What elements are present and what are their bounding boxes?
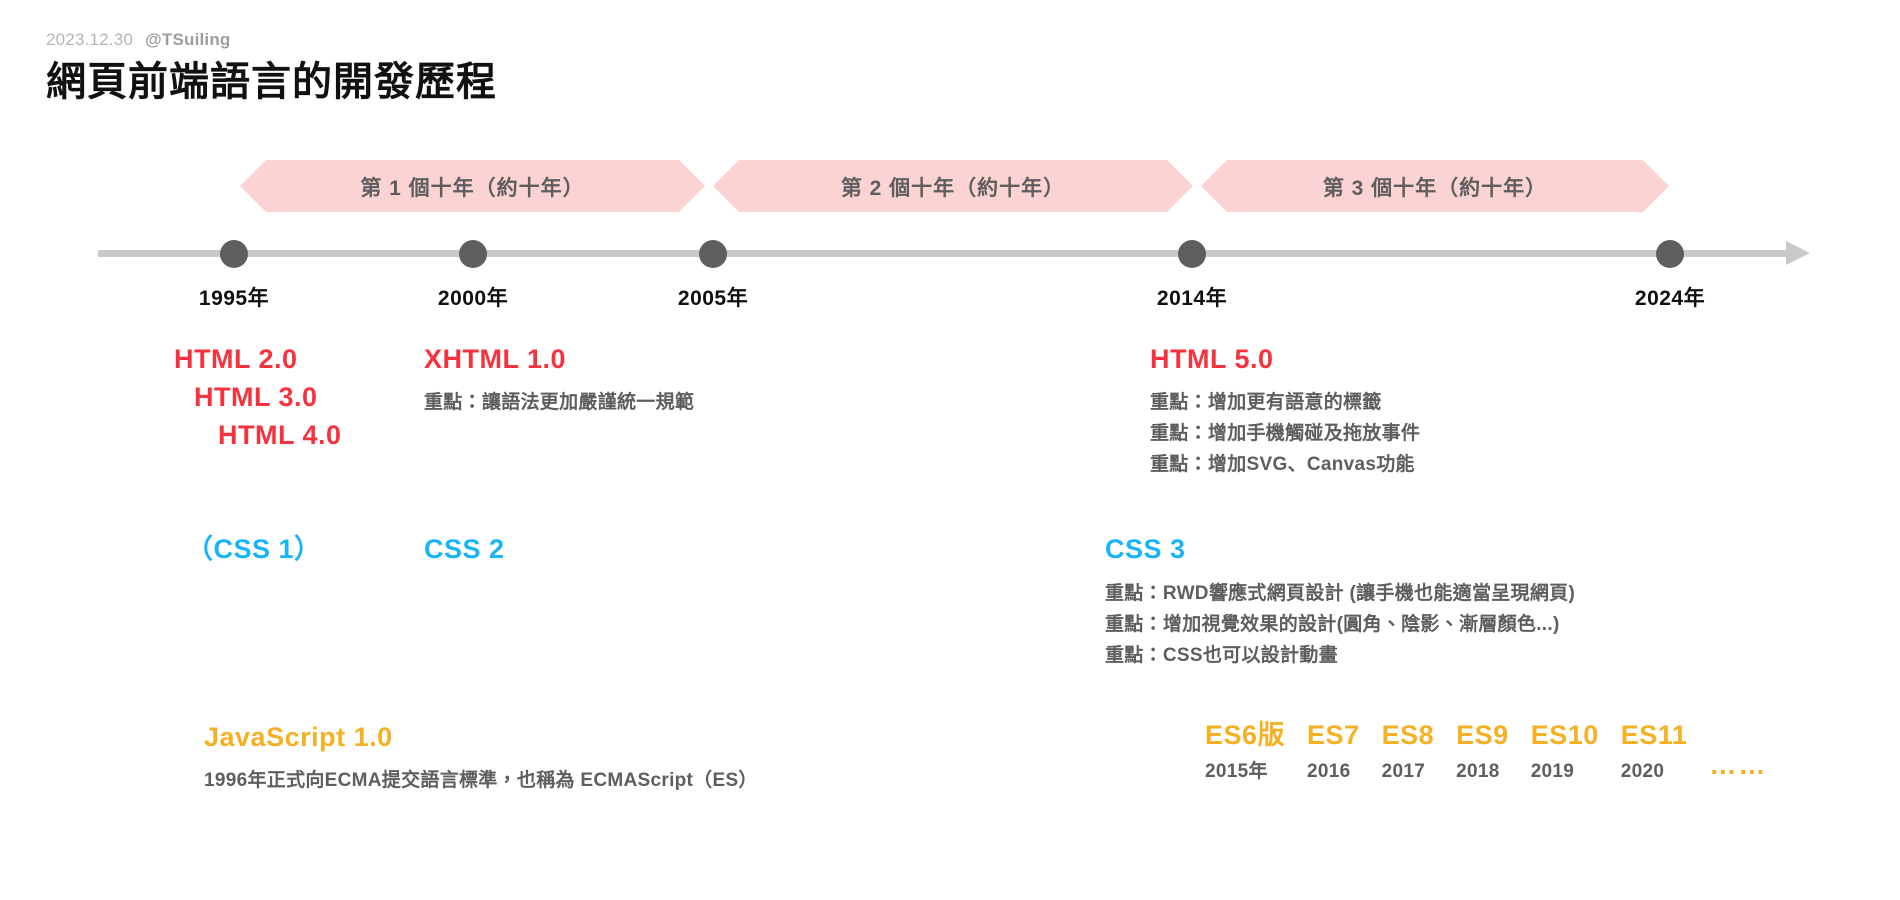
timeline-dot	[459, 240, 487, 268]
author-handle: @TSuiling	[145, 30, 231, 49]
xhtml-block: XHTML 1.0 重點：讓語法更加嚴謹統一規範	[424, 340, 694, 418]
ecmascript-version-year: 2018	[1456, 761, 1500, 782]
decade-banner-group: 第 1 個十年（約十年） 第 2 個十年（約十年） 第 3 個十年（約十年）	[0, 160, 1900, 212]
css2-title: CSS 2	[424, 534, 505, 564]
ecmascript-version-item: ES6版 2015年	[1205, 718, 1285, 787]
decade-banner-label: 第 2 個十年（約十年）	[840, 177, 1066, 200]
page-title: 網頁前端語言的開發歷程	[46, 60, 497, 104]
css2-block: CSS 2	[424, 530, 505, 568]
decade-banner-label: 第 1 個十年（約十年）	[360, 177, 585, 200]
html-version-label: HTML 2.0	[174, 344, 298, 374]
timeline-year-label: 1995年	[198, 287, 270, 310]
ecmascript-version-name: ……	[1709, 750, 1768, 780]
javascript-block: JavaScript 1.0 1996年正式向ECMA提交語言標準，也稱為 EC…	[204, 718, 758, 796]
ecmascript-version-item: ……	[1709, 748, 1767, 787]
css3-note: 重點：RWD響應式網頁設計 (讓手機也能適當呈現網頁)	[1105, 583, 1576, 604]
timeline-dot	[220, 240, 248, 268]
ecmascript-version-name: ES9	[1456, 720, 1509, 750]
css1-block: （CSS 1）	[186, 530, 322, 568]
css3-block: CSS 3 重點：RWD響應式網頁設計 (讓手機也能適當呈現網頁) 重點：增加視…	[1105, 530, 1575, 671]
html5-note: 重點：增加SVG、Canvas功能	[1150, 454, 1415, 475]
decade-banner: 第 3 個十年（約十年）	[1201, 160, 1669, 212]
xhtml-title: XHTML 1.0	[424, 344, 567, 374]
publish-date: 2023.12.30	[46, 30, 134, 49]
javascript-title: JavaScript 1.0	[204, 722, 393, 752]
html-early-versions-block: HTML 2.0 HTML 3.0 HTML 4.0	[174, 340, 342, 454]
timeline-year-label: 2000年	[437, 287, 509, 310]
html5-note: 重點：增加手機觸碰及拖放事件	[1150, 423, 1421, 444]
decade-banner: 第 2 個十年（約十年）	[713, 160, 1193, 212]
axis-arrow-icon	[1786, 241, 1810, 265]
timeline-year-label: 2005年	[677, 287, 749, 310]
javascript-note: 1996年正式向ECMA提交語言標準，也稱為 ECMAScript（ES）	[204, 770, 758, 791]
page-header: 2023.12.30 @TSuiling 網頁前端語言的開發歷程	[46, 30, 497, 108]
ecmascript-version-year: 2016	[1307, 761, 1351, 782]
ecmascript-version-name: ES7	[1307, 720, 1360, 750]
css3-title: CSS 3	[1105, 534, 1186, 564]
ecmascript-version-item: ES11 2020	[1621, 718, 1688, 787]
header-meta: 2023.12.30 @TSuiling	[46, 30, 497, 50]
decade-banner-label: 第 3 個十年（約十年）	[1322, 177, 1548, 200]
timeline-dot	[1656, 240, 1684, 268]
ecmascript-version-name: ES8	[1381, 720, 1435, 750]
ecmascript-version-name: ES10	[1530, 720, 1599, 750]
css1-title: （CSS 1）	[186, 534, 322, 564]
timeline-dot	[699, 240, 727, 268]
html-version-label: HTML 3.0	[194, 382, 318, 412]
ecmascript-version-item: ES7 2016	[1307, 718, 1360, 787]
ecmascript-version-item: ES8 2017	[1382, 718, 1435, 787]
html5-note: 重點：增加更有語意的標籤	[1150, 392, 1382, 413]
timeline-year-label: 2024年	[1634, 287, 1706, 310]
ecmascript-version-year: 2020	[1620, 761, 1665, 782]
ecmascript-version-item: ES10 2019	[1531, 718, 1599, 787]
ecmascript-version-name: ES6版	[1205, 720, 1286, 750]
ecmascript-version-item: ES9 2018	[1456, 718, 1509, 787]
timeline-dot	[1178, 240, 1206, 268]
axis-line	[98, 250, 1786, 257]
xhtml-note: 重點：讓語法更加嚴謹統一規範	[424, 392, 695, 413]
ecmascript-version-year: 2015年	[1205, 761, 1268, 782]
ecmascript-version-year: 2017	[1381, 761, 1426, 782]
html5-title: HTML 5.0	[1150, 344, 1274, 374]
ecmascript-version-row: ES6版 2015年 ES7 2016 ES8 2017 ES9 2018 ES10 2019 ES…	[1205, 718, 1789, 787]
css3-note: 重點：CSS也可以設計動畫	[1105, 645, 1338, 666]
ecmascript-version-name: ES11	[1620, 720, 1688, 750]
decade-banner: 第 1 個十年（約十年）	[240, 160, 705, 212]
timeline-year-label: 2014年	[1156, 287, 1228, 310]
html5-block: HTML 5.0 重點：增加更有語意的標籤 重點：增加手機觸碰及拖放事件 重點：…	[1150, 340, 1420, 480]
html-version-label: HTML 4.0	[218, 420, 342, 450]
css3-note: 重點：增加視覺效果的設計(圓角、陰影、漸層顏色...)	[1105, 614, 1560, 635]
ecmascript-versions-block: ES6版 2015年 ES7 2016 ES8 2017 ES9 2018 ES10 2019 ES…	[1205, 718, 1789, 787]
ecmascript-version-year: 2019	[1530, 761, 1575, 782]
